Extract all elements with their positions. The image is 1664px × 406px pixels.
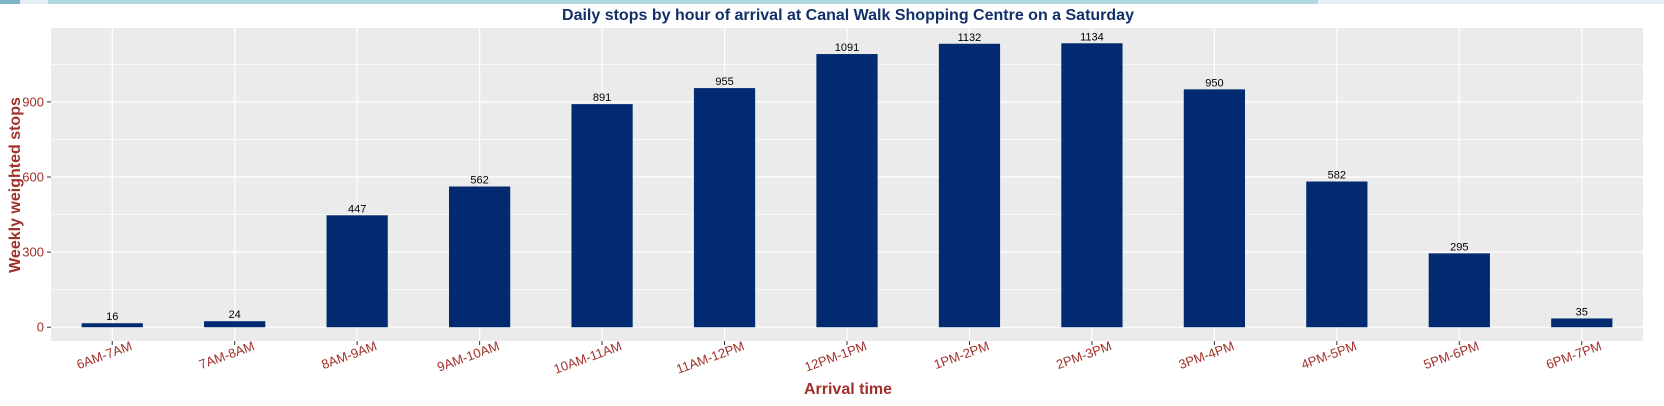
x-tick-label: 6AM-7AM xyxy=(74,338,133,372)
x-tick-label: 4PM-5PM xyxy=(1299,338,1358,372)
bars-group xyxy=(81,43,1613,328)
x-tick-label: 1PM-2PM xyxy=(932,338,991,372)
x-tick-label: 5PM-6PM xyxy=(1422,338,1481,372)
bar xyxy=(204,321,266,328)
data-label: 35 xyxy=(1576,306,1588,318)
bar xyxy=(571,104,633,328)
data-label: 1134 xyxy=(1080,31,1104,43)
x-tick-label: 8AM-9AM xyxy=(319,338,378,372)
data-label: 1091 xyxy=(835,42,859,54)
progress-fill xyxy=(48,0,1319,4)
y-tick-label: 0 xyxy=(37,320,44,335)
data-label: 1132 xyxy=(958,32,982,44)
y-tick-label: 900 xyxy=(22,94,44,109)
bar xyxy=(1061,43,1123,328)
x-tick-label: 3PM-4PM xyxy=(1177,338,1236,372)
bar xyxy=(816,54,878,328)
data-label: 950 xyxy=(1205,77,1223,89)
x-tick-label: 7AM-8AM xyxy=(197,338,256,372)
chart-title: Daily stops by hour of arrival at Canal … xyxy=(562,7,1134,24)
data-label: 955 xyxy=(715,76,733,88)
data-label: 295 xyxy=(1450,241,1468,253)
x-tick-label: 10AM-11AM xyxy=(552,338,624,376)
data-label: 891 xyxy=(593,92,611,104)
x-tick-label: 6PM-7PM xyxy=(1544,338,1603,372)
bar xyxy=(938,43,1001,328)
data-label: 562 xyxy=(470,175,488,187)
bar xyxy=(1183,89,1245,328)
data-label: 582 xyxy=(1328,169,1346,181)
data-label: 447 xyxy=(348,203,366,215)
bar xyxy=(326,215,388,328)
x-tick-label: 12PM-1PM xyxy=(802,338,868,374)
y-axis-title: Weekly weighted stops xyxy=(7,97,24,273)
data-label: 24 xyxy=(229,309,241,321)
bar xyxy=(1306,181,1368,328)
data-label: 16 xyxy=(106,311,118,323)
bar xyxy=(1551,318,1613,328)
x-tick-label: 11AM-12PM xyxy=(674,338,746,376)
y-tick-label: 600 xyxy=(22,169,44,184)
bar xyxy=(693,88,756,328)
x-tick-label: 2PM-3PM xyxy=(1054,338,1113,372)
data-labels-group: 16 24 447 562 891 955 1091 1132 1134 950 582 295 35 xyxy=(106,31,1588,323)
bar xyxy=(1428,253,1490,328)
top-progress-bar xyxy=(0,0,1664,4)
progress-stub xyxy=(0,0,20,4)
bar xyxy=(449,186,511,328)
y-axis: 0 300 600 900 xyxy=(22,94,51,335)
x-tick-label: 9AM-10AM xyxy=(435,338,501,374)
x-axis: 6AM-7AM 7AM-8AM 8AM-9AM 9AM-10AM 10AM-11AM 11… xyxy=(74,338,1603,376)
y-tick-label: 300 xyxy=(22,245,44,260)
bar xyxy=(81,323,143,328)
x-axis-title: Arrival time xyxy=(804,381,892,398)
